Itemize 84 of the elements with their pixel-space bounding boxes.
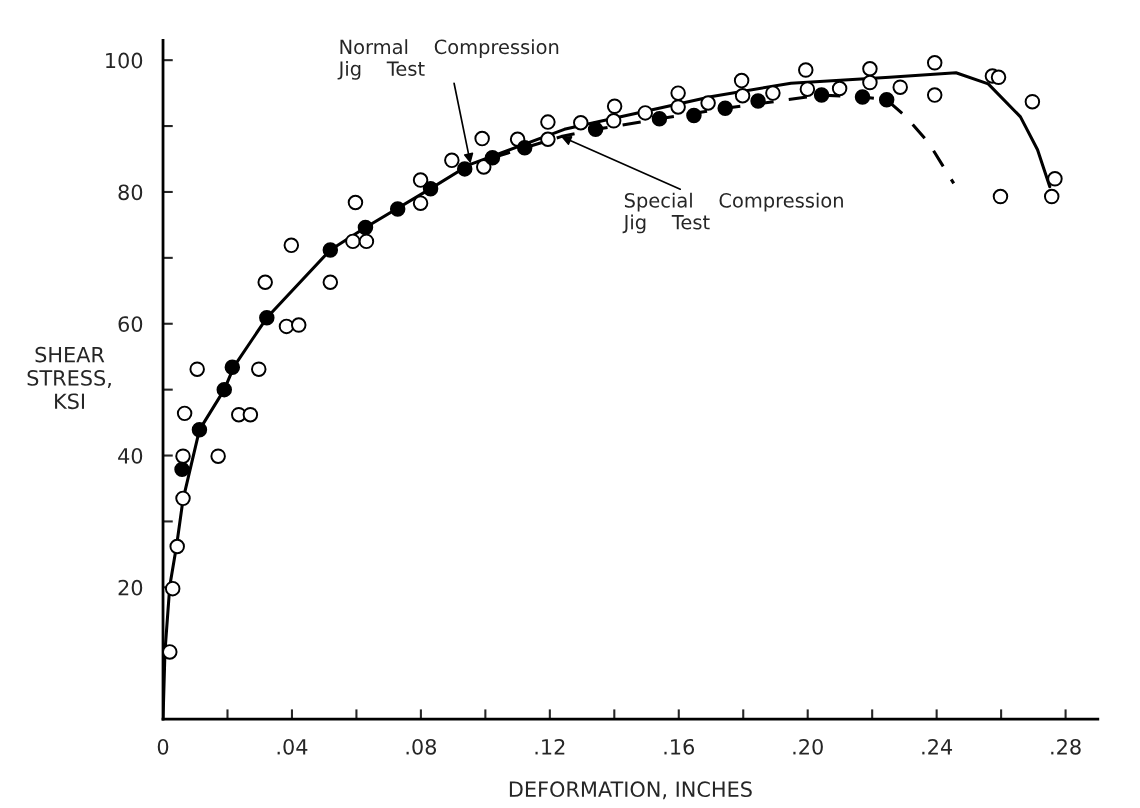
point [700,95,716,111]
point [765,85,781,101]
annotation: Special Compression Jig Test [622,192,843,234]
point [476,159,492,175]
point [412,172,429,188]
point [540,131,556,147]
point [750,93,766,109]
point [670,85,686,101]
point [474,130,490,147]
point [358,233,375,250]
y-tick-label: 20 [118,579,143,596]
point [257,274,273,290]
point [605,113,622,129]
point [175,490,191,507]
y-tick-label: 80 [118,184,143,201]
y-axis-title: SHEAR STRESS, KSI [27,346,111,410]
x-tick-label: .12 [535,738,565,755]
point [251,361,267,377]
x-tick-label: .24 [922,738,953,755]
point [224,359,241,375]
point [174,461,190,478]
point [169,538,185,555]
point [176,405,193,422]
annotation: Normal Compression Jig Test [337,39,559,80]
point [733,72,750,89]
point [164,580,181,597]
point [926,55,943,71]
x-tick-label: .28 [1051,738,1081,755]
point [540,114,556,130]
point [798,62,814,78]
point [210,448,226,464]
point [163,644,178,660]
point [422,180,439,197]
point [322,274,339,290]
point [322,242,339,258]
point [259,310,275,326]
point [878,91,895,108]
point [734,88,751,104]
point [606,98,623,115]
point [813,87,830,103]
point [1043,188,1060,205]
point [1024,93,1041,110]
y-tick-label: 60 [118,316,143,332]
point [926,87,943,103]
point [1047,171,1063,187]
point [345,233,361,250]
x-tick-label: .08 [406,738,437,755]
point [862,74,878,91]
x-tick-label: .20 [793,738,823,755]
point [444,152,460,169]
x-tick-label: .16 [664,738,695,755]
point [651,111,668,127]
x-tick-label: .04 [277,738,308,755]
point [670,99,686,115]
x-tick-label: 0 [157,738,169,755]
point [717,100,733,117]
point [242,406,259,423]
point [990,69,1007,86]
point [290,317,307,333]
point [457,161,473,177]
point [831,80,848,97]
point [799,81,816,97]
y-tick-label: 40 [118,447,143,464]
point [862,61,878,77]
point [516,140,533,156]
point [637,105,653,121]
x-axis-title: DEFORMATION, INCHES [509,781,752,800]
point [892,79,908,95]
point [412,195,429,211]
point [686,107,702,124]
point [357,219,374,236]
point [854,89,871,105]
point [587,121,604,138]
point [573,115,589,131]
point [347,194,364,211]
point [389,201,406,217]
point [175,448,191,464]
point [189,361,205,377]
point [216,381,232,398]
point [191,422,208,438]
point [283,237,300,254]
point [484,149,501,166]
y-tick-label: 100 [106,52,143,69]
point [992,188,1009,205]
